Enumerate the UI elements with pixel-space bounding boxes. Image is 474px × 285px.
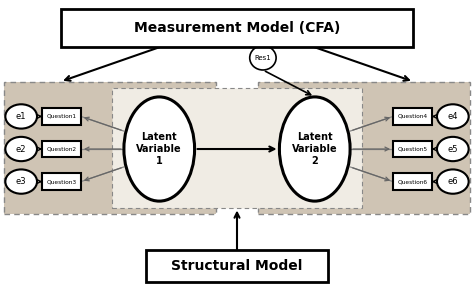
Text: e6: e6 [447, 177, 458, 186]
FancyBboxPatch shape [61, 9, 413, 46]
Text: Question3: Question3 [46, 179, 77, 184]
Ellipse shape [437, 169, 469, 194]
Text: Question6: Question6 [397, 179, 427, 184]
FancyBboxPatch shape [393, 108, 432, 125]
Ellipse shape [5, 169, 37, 194]
Text: Measurement Model (CFA): Measurement Model (CFA) [134, 21, 340, 35]
Text: Question2: Question2 [46, 146, 77, 152]
Ellipse shape [437, 137, 469, 161]
FancyBboxPatch shape [258, 82, 470, 214]
Text: Question4: Question4 [397, 114, 428, 119]
Ellipse shape [279, 97, 350, 201]
Text: e5: e5 [447, 144, 458, 154]
Text: Question1: Question1 [47, 114, 77, 119]
FancyBboxPatch shape [4, 82, 216, 214]
FancyBboxPatch shape [42, 173, 81, 190]
Text: Res1: Res1 [255, 55, 271, 61]
FancyBboxPatch shape [393, 141, 432, 157]
FancyBboxPatch shape [112, 88, 362, 208]
Ellipse shape [250, 46, 276, 70]
FancyBboxPatch shape [42, 141, 81, 157]
FancyBboxPatch shape [146, 250, 328, 282]
Ellipse shape [437, 104, 469, 129]
FancyBboxPatch shape [42, 108, 81, 125]
Text: e1: e1 [16, 112, 27, 121]
Text: Latent
Variable
2: Latent Variable 2 [292, 133, 337, 166]
Text: e2: e2 [16, 144, 27, 154]
Text: e3: e3 [16, 177, 27, 186]
Ellipse shape [5, 137, 37, 161]
Text: e4: e4 [447, 112, 458, 121]
Ellipse shape [5, 104, 37, 129]
Ellipse shape [124, 97, 195, 201]
FancyBboxPatch shape [393, 173, 432, 190]
Text: Structural Model: Structural Model [171, 259, 303, 273]
Text: Latent
Variable
1: Latent Variable 1 [137, 133, 182, 166]
Text: Question5: Question5 [397, 146, 428, 152]
